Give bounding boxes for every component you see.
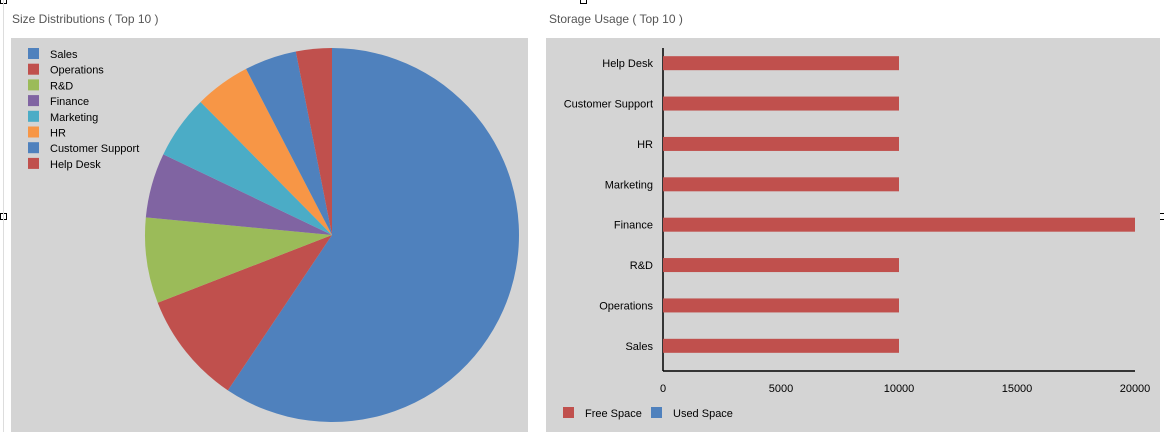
bar-free-space [663,136,899,151]
pie-chart-panel: Sales Operations R&D Finance Marketing HR Cust… [11,38,528,432]
pie-slice-finance [145,154,332,235]
bar-free-space [663,258,899,273]
bar-chart-title: Storage Usage ( Top 10 ) [549,12,683,26]
legend-label: Marketing [50,112,98,124]
legend-label: Help Desk [50,159,101,171]
pie-slice-hr [200,68,332,235]
pie-slice-r-d [145,217,332,303]
legend-swatch [28,63,39,75]
bar-free-space [663,338,899,353]
x-tick-label: 20000 [1120,383,1151,395]
bar-chart-panel: Help Desk Customer Support HR Marketing Fina… [546,38,1160,432]
legend-swatch [28,79,39,91]
legend-swatch [28,142,39,154]
bar-free-space [663,56,899,71]
legend-swatch [28,95,39,107]
legend-label: Operations [50,65,104,77]
pie-slice-marketing [163,101,332,235]
bar-free-space [663,298,899,313]
legend-label: Free Space [585,408,642,420]
legend-label: R&D [50,80,73,92]
legend-label: Used Space [673,408,733,420]
x-tick-label: 5000 [769,383,793,395]
y-tick-label: Marketing [605,179,653,191]
y-tick-label: Help Desk [602,58,653,70]
x-tick-label: 10000 [884,383,915,395]
y-tick-label: Operations [599,300,653,312]
legend-label: Customer Support [50,143,139,155]
bar-chart: Help Desk Customer Support HR Marketing Fina… [563,48,1151,420]
legend-label: HR [50,128,66,140]
legend-swatch [28,157,39,169]
bar-free-space [663,177,899,192]
pie-chart-title: Size Distributions ( Top 10 ) [12,12,159,26]
pie-slice-help-desk [295,48,332,235]
pie-slice-sales [227,48,519,422]
y-tick-label: HR [637,139,653,151]
legend-swatch [563,407,574,418]
pie-slice-operations [157,235,332,391]
y-tick-label: R&D [630,260,653,272]
legend-swatch [28,48,39,59]
x-tick-label: 0 [660,383,666,395]
resize-handle[interactable] [580,0,587,4]
bar-free-space [663,96,899,111]
legend-label: Sales [50,49,78,61]
pie-chart: Sales Operations R&D Finance Marketing HR Cust… [28,48,519,422]
x-tick-label: 15000 [1002,383,1033,395]
legend-swatch [651,407,662,418]
legend-swatch [28,110,39,122]
bar-free-space [663,217,1135,232]
legend-swatch [28,126,39,138]
pie-slice-customer-support [246,51,332,235]
y-tick-label: Sales [625,341,653,353]
y-tick-label: Customer Support [564,99,653,111]
y-tick-label: Finance [614,220,653,232]
legend-label: Finance [50,96,89,108]
